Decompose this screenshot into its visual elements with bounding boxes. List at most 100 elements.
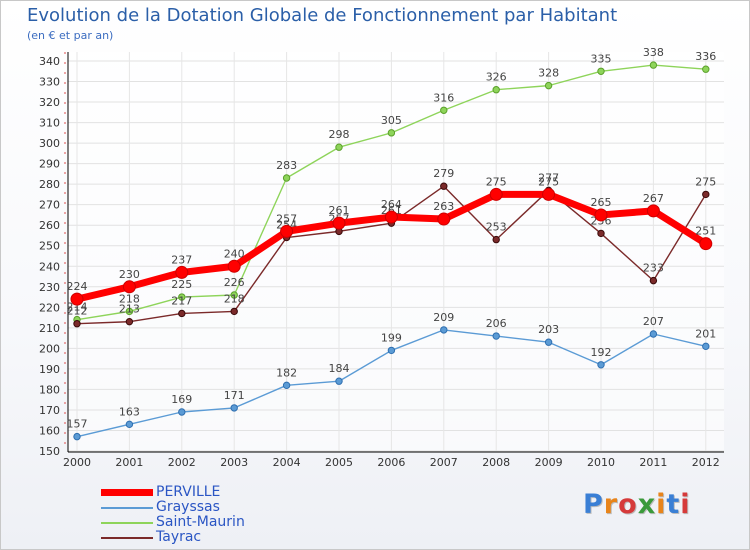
data-point-tayrac [125,317,134,326]
x-tick-label: 2002 [168,456,196,469]
y-tick-label: 310 [39,117,60,130]
logo-letter: i [656,489,667,520]
data-point-grayssas [544,338,553,346]
x-tick-label: 2005 [325,456,353,469]
x-tick-label: 2003 [220,456,248,469]
legend-item-tayrac: Tayrac [101,530,245,545]
data-label-grayssas: 171 [224,389,245,402]
data-label-perville: 240 [224,247,245,260]
data-point-grayssas [282,381,291,390]
data-label-perville: 261 [329,204,350,217]
data-point-perville [437,212,451,226]
legend-swatch-saint-maurin [101,521,153,524]
legend-label-tayrac: Tayrac [156,529,202,545]
data-point-grayssas [73,432,81,441]
data-label-tayrac: 217 [171,294,192,307]
data-point-grayssas [125,420,134,429]
data-point-saint-maurin [125,307,134,316]
data-label-saint-maurin: 326 [486,71,507,84]
proxiti-logo: Proxiti [583,489,691,520]
data-point-saint-maurin [702,65,710,73]
chart-legend: PERVILLE Grayssas Saint-Maurin Tayrac [101,485,245,545]
data-label-saint-maurin: 328 [538,67,559,80]
chart-title: Evolution de la Dotation Globale de Fonc… [27,5,618,26]
data-point-saint-maurin [544,81,553,90]
x-tick-label: 2007 [430,456,458,469]
y-tick-label: 200 [39,342,60,355]
data-label-saint-maurin: 225 [171,278,192,291]
x-tick-label: 2012 [692,456,720,469]
data-label-perville: 257 [276,212,297,225]
legend-label-saint-maurin: Saint-Maurin [156,514,245,530]
data-point-tayrac [230,307,238,316]
data-point-perville [699,237,713,251]
logo-letter: x [637,489,657,520]
data-point-saint-maurin [597,67,605,75]
data-label-perville: 265 [591,196,612,209]
x-tick-label: 2010 [587,456,615,469]
data-label-perville: 264 [381,198,402,211]
y-tick-label: 330 [39,76,60,89]
data-label-tayrac: 275 [695,175,716,188]
data-point-grayssas [440,326,448,334]
data-label-tayrac: 212 [67,305,88,318]
data-point-perville [227,259,241,273]
data-point-perville [175,265,189,279]
y-tick-label: 260 [39,219,60,232]
logo-letter: r [603,489,619,520]
data-label-grayssas: 192 [591,346,612,359]
data-label-saint-maurin: 305 [381,114,402,127]
plot-area [68,52,724,452]
legend-label-perville: PERVILLE [156,484,221,500]
data-point-grayssas [702,342,710,351]
data-point-tayrac [649,276,658,285]
logo-letter: i [680,489,691,520]
data-point-grayssas [492,332,500,340]
data-point-tayrac [597,229,605,238]
x-tick-label: 2009 [535,456,563,469]
data-label-grayssas: 157 [67,418,88,431]
data-label-grayssas: 184 [329,362,350,375]
data-label-grayssas: 201 [695,327,716,340]
y-tick-label: 300 [39,137,60,150]
data-point-perville [384,210,398,224]
data-point-saint-maurin [282,174,291,182]
data-label-perville: 230 [119,268,140,281]
data-point-saint-maurin [649,61,658,69]
data-label-saint-maurin: 298 [329,128,350,141]
x-tick-label: 2000 [63,456,91,469]
data-label-tayrac: 218 [224,292,245,305]
data-label-perville: 263 [433,200,454,213]
data-point-grayssas [335,377,343,385]
data-point-perville [542,187,556,201]
data-label-saint-maurin: 316 [433,91,454,104]
legend-swatch-tayrac [101,536,153,539]
y-tick-label: 160 [39,424,60,437]
data-label-saint-maurin: 226 [224,276,245,289]
data-label-saint-maurin: 283 [276,159,297,172]
data-label-grayssas: 207 [643,315,664,328]
y-tick-label: 230 [39,281,60,294]
data-label-grayssas: 206 [486,317,507,330]
data-point-tayrac [440,182,448,190]
legend-item-grayssas: Grayssas [101,500,245,515]
data-point-perville [122,280,136,294]
y-tick-label: 250 [39,240,60,253]
y-tick-label: 240 [39,260,60,273]
y-tick-label: 170 [39,404,60,417]
x-tick-label: 2001 [115,456,143,469]
data-label-tayrac: 233 [643,262,664,275]
data-point-tayrac [702,190,710,199]
data-label-perville: 251 [695,225,716,238]
data-point-tayrac [178,309,186,318]
data-label-tayrac: 277 [538,171,559,184]
legend-swatch-grayssas [101,506,153,509]
data-label-saint-maurin: 336 [695,50,716,63]
data-label-grayssas: 163 [119,405,140,418]
data-point-grayssas [178,408,186,416]
data-point-saint-maurin [230,291,238,299]
logo-letter: P [583,489,604,520]
data-label-tayrac: 213 [119,303,140,316]
data-point-perville [70,292,84,306]
